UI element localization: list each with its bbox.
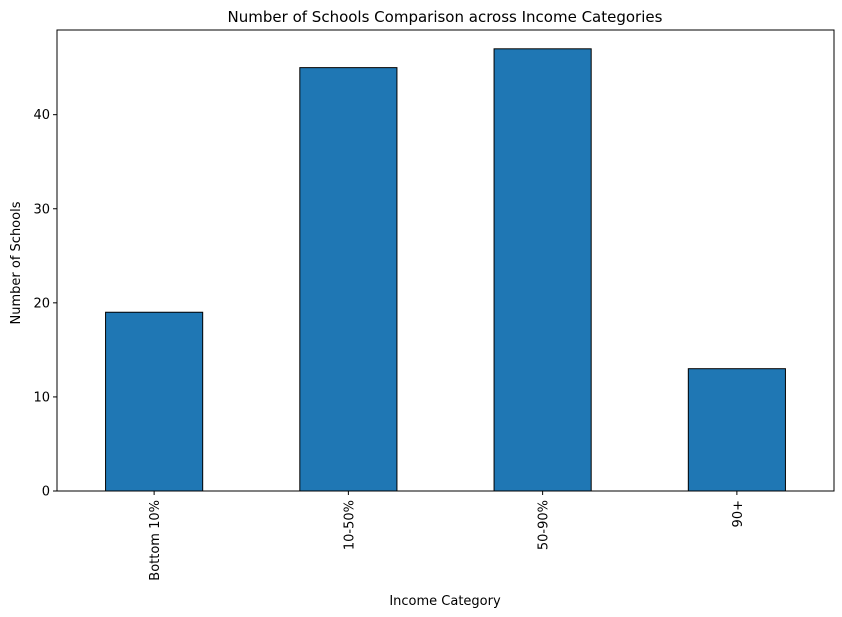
y-tick-label-2: 20 [33,296,50,311]
y-tick-label-4: 40 [33,108,50,123]
y-axis-ticks: 0 10 20 30 40 [33,108,57,500]
bar-1 [299,67,398,492]
y-tick-label-3: 30 [33,202,50,217]
chart-title: Number of Schools Comparison across Inco… [228,8,663,26]
bar-0 [105,311,204,492]
plot-frame [56,29,835,492]
bars-group [105,48,786,492]
y-axis-label: Number of Schools [9,201,24,324]
y-tick-label-1: 10 [33,390,50,405]
x-axis-label: Income Category [389,594,501,609]
x-tick-label-3: 90+ [731,500,746,527]
y-tick-label-0: 0 [42,485,50,500]
x-tick-label-1: 10-50% [342,500,357,550]
bar-3 [687,368,786,492]
bar-2 [493,48,592,492]
x-tick-label-2: 50-90% [537,500,552,550]
x-tick-label-0: Bottom 10% [148,500,163,581]
x-axis-ticks: Bottom 10% 10-50% 50-90% 90+ [148,491,746,581]
